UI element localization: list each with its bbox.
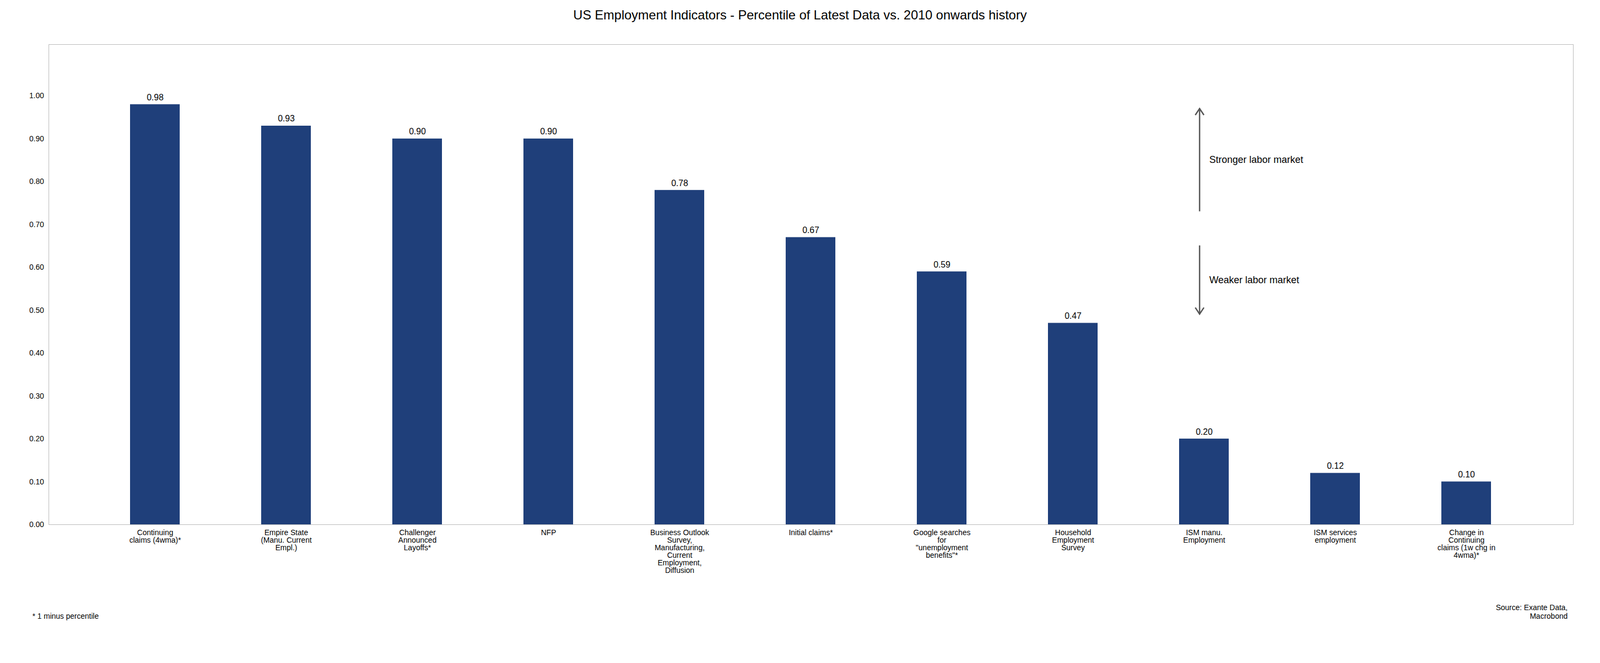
svg-text:0.10: 0.10 [1458, 470, 1475, 480]
svg-text:0.90: 0.90 [409, 126, 426, 136]
svg-text:0.67: 0.67 [802, 225, 820, 235]
svg-text:0.90: 0.90 [540, 126, 557, 136]
svg-text:0.98: 0.98 [146, 92, 164, 102]
html-text:* 1 minus percentile: * 1 minus percentile [32, 611, 99, 621]
svg-text:0.70: 0.70 [29, 220, 44, 229]
svg-text:1.00: 1.00 [29, 91, 44, 100]
html-text:Stronger labor market: Stronger labor market [1209, 154, 1304, 166]
svg-text:0.47: 0.47 [1064, 311, 1082, 321]
svg-text:0.00: 0.00 [29, 520, 44, 529]
svg-text:0.50: 0.50 [29, 305, 44, 315]
svg-text:0.93: 0.93 [277, 113, 295, 124]
svg-text:Business OutlookSurvey,Manufac: Business OutlookSurvey,Manufacturing,Cur… [650, 528, 710, 575]
svg-text:Initial claims*: Initial claims* [788, 528, 834, 537]
svg-text:0.12: 0.12 [1326, 461, 1344, 471]
svg-text:Empire State(Manu. CurrentEmpl: Empire State(Manu. CurrentEmpl.) [260, 528, 312, 553]
svg-text:Continuingclaims (4wma)*: Continuingclaims (4wma)* [129, 528, 182, 545]
svg-text:0.78: 0.78 [671, 178, 689, 188]
svg-text:0.60: 0.60 [29, 262, 44, 272]
svg-text:0.10: 0.10 [29, 477, 44, 487]
svg-text:NFP: NFP [541, 528, 557, 537]
html-text:US Employment Indicators - Per: US Employment Indicators - Percentile of… [573, 7, 1027, 23]
svg-text:Change inContinuingclaims (1w: Change inContinuingclaims (1w chg in4wma… [1437, 528, 1496, 560]
svg-text:0.20: 0.20 [29, 434, 44, 444]
svg-text:ISM manu.Employment: ISM manu.Employment [1183, 528, 1226, 545]
svg-text:0.80: 0.80 [29, 176, 44, 186]
svg-text:HouseholdEmploymentSurvey: HouseholdEmploymentSurvey [1052, 528, 1095, 553]
html-text:Source: Exante Data, Macrobond: Source: Exante Data, Macrobond [1495, 603, 1568, 621]
svg-text:Google searchesfor"unemploymen: Google searchesfor"unemploymentbenefits"… [913, 528, 971, 560]
svg-text:0.59: 0.59 [933, 260, 951, 270]
html-text:Weaker labor market: Weaker labor market [1209, 274, 1300, 285]
svg-text:0.90: 0.90 [29, 134, 44, 144]
svg-text:ISM servicesemployment: ISM servicesemployment [1313, 528, 1357, 545]
svg-text:0.40: 0.40 [29, 348, 44, 358]
svg-text:0.30: 0.30 [29, 391, 44, 401]
svg-text:0.20: 0.20 [1195, 427, 1213, 437]
svg-text:ChallengerAnnouncedLayoffs*: ChallengerAnnouncedLayoffs* [398, 528, 437, 553]
